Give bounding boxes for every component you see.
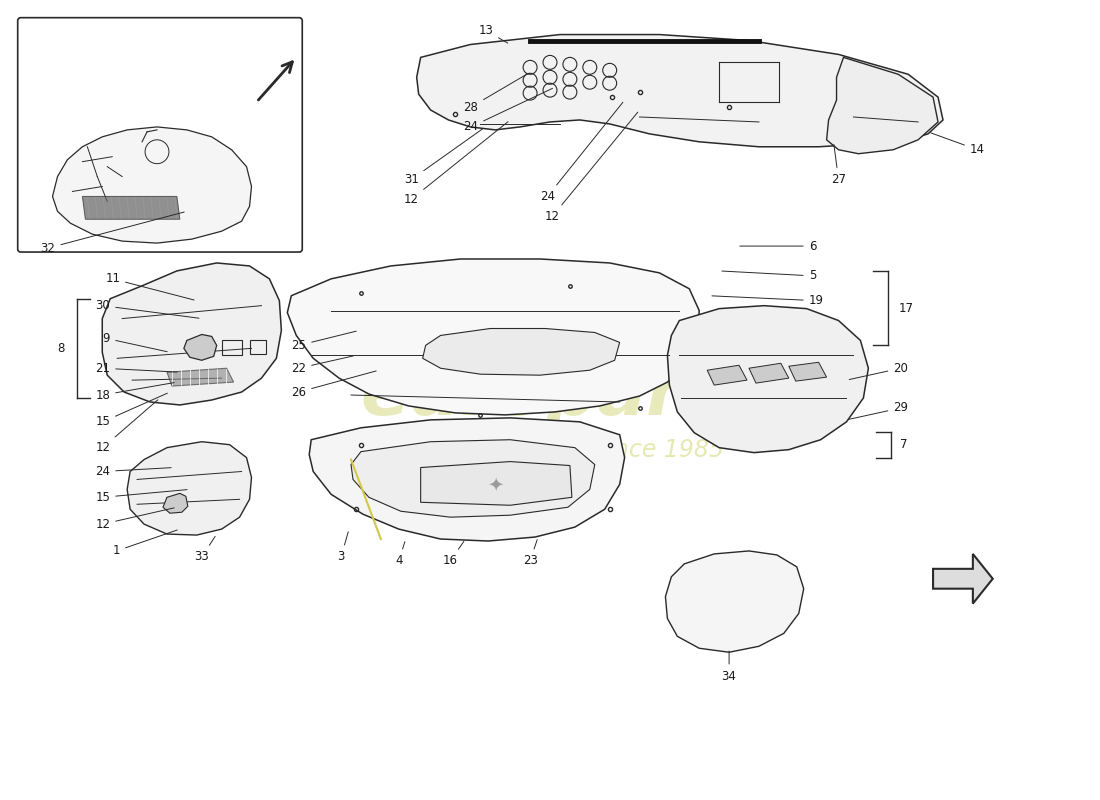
Text: 19: 19	[712, 294, 824, 307]
Text: 9: 9	[102, 332, 167, 352]
Polygon shape	[102, 263, 282, 405]
Polygon shape	[933, 554, 993, 603]
Polygon shape	[351, 440, 595, 517]
Text: 24: 24	[540, 102, 623, 203]
Text: 32: 32	[41, 212, 184, 254]
Text: 16: 16	[443, 542, 464, 567]
Text: 1: 1	[112, 530, 177, 558]
Text: 28: 28	[463, 74, 528, 114]
Text: 23: 23	[522, 540, 538, 567]
Polygon shape	[707, 366, 747, 385]
Polygon shape	[826, 58, 938, 154]
Text: 14: 14	[931, 133, 985, 156]
Text: 31: 31	[404, 129, 483, 186]
Text: 18: 18	[96, 382, 174, 402]
Text: 17: 17	[899, 302, 913, 315]
Text: 30: 30	[96, 299, 199, 318]
Text: 27: 27	[830, 145, 846, 186]
Polygon shape	[167, 368, 233, 386]
Text: 20: 20	[849, 362, 909, 379]
Text: europarts: europarts	[361, 361, 760, 430]
Polygon shape	[287, 259, 700, 415]
Text: 24: 24	[463, 88, 552, 134]
Polygon shape	[666, 551, 804, 652]
Polygon shape	[163, 494, 188, 514]
Text: 12: 12	[96, 508, 174, 530]
Polygon shape	[128, 442, 252, 535]
Polygon shape	[82, 197, 180, 219]
Polygon shape	[749, 363, 789, 383]
Text: 3: 3	[338, 532, 349, 563]
Text: 6: 6	[740, 239, 816, 253]
Text: 8: 8	[57, 342, 65, 355]
Text: 7: 7	[900, 438, 908, 451]
Polygon shape	[417, 34, 943, 146]
Text: 12: 12	[404, 122, 508, 206]
Text: 24: 24	[96, 465, 172, 478]
Text: 15: 15	[96, 393, 167, 428]
Polygon shape	[422, 329, 619, 375]
Text: a passion for parts since 1985: a passion for parts since 1985	[366, 438, 724, 462]
Text: 21: 21	[96, 362, 177, 374]
Text: 25: 25	[292, 331, 356, 352]
Text: 22: 22	[292, 356, 353, 374]
Text: 5: 5	[722, 270, 816, 282]
Text: 11: 11	[106, 272, 194, 300]
Text: 15: 15	[96, 490, 187, 504]
Text: 26: 26	[292, 371, 376, 398]
Text: 13: 13	[478, 24, 508, 43]
Text: 4: 4	[395, 542, 405, 567]
Text: 33: 33	[195, 536, 216, 563]
Polygon shape	[789, 362, 826, 381]
Text: 29: 29	[849, 402, 909, 419]
Polygon shape	[184, 334, 217, 360]
Text: ✦: ✦	[487, 475, 504, 494]
Polygon shape	[53, 127, 252, 243]
Polygon shape	[420, 462, 572, 506]
FancyBboxPatch shape	[18, 18, 303, 252]
Polygon shape	[668, 306, 868, 453]
Polygon shape	[309, 418, 625, 541]
Text: 12: 12	[96, 400, 158, 454]
Text: 34: 34	[722, 651, 737, 682]
Text: 12: 12	[544, 112, 638, 222]
